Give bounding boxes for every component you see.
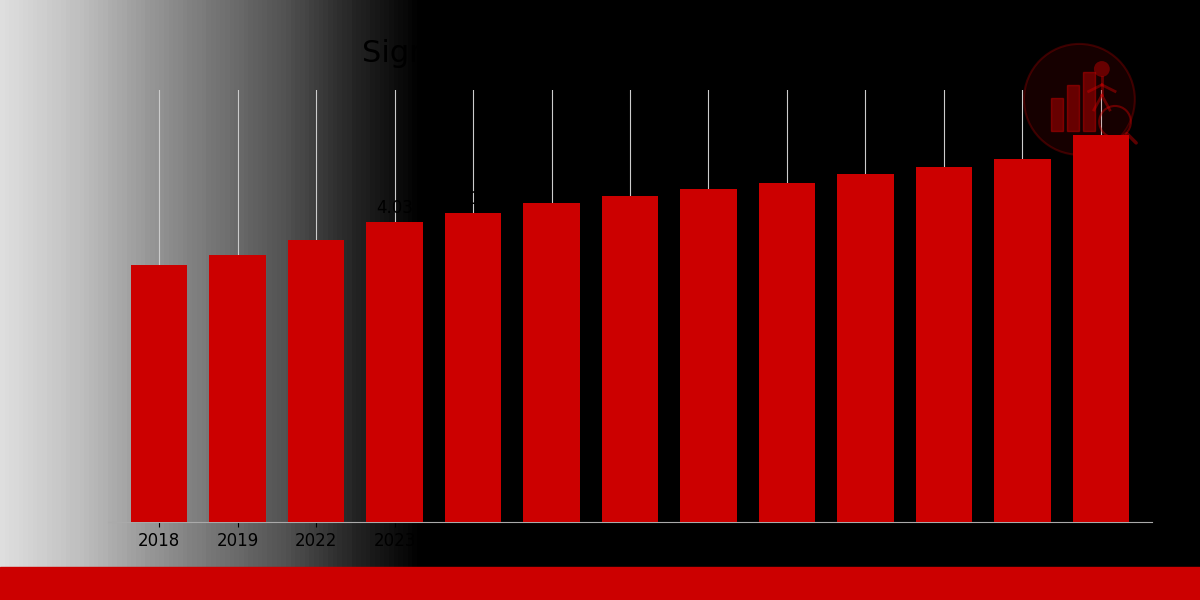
Bar bbox=[758, 183, 815, 522]
Title: Signal Conditioning Market: Signal Conditioning Market bbox=[362, 39, 773, 68]
Bar bbox=[680, 189, 737, 522]
Text: 4.03: 4.03 bbox=[376, 199, 413, 217]
Circle shape bbox=[1024, 44, 1135, 155]
Bar bbox=[523, 203, 580, 522]
Bar bbox=[131, 265, 187, 522]
Bar bbox=[445, 213, 502, 522]
Text: 4.15: 4.15 bbox=[455, 190, 492, 208]
Bar bbox=[601, 196, 659, 522]
Bar bbox=[288, 241, 344, 522]
Bar bbox=[995, 158, 1051, 522]
Bar bbox=[916, 167, 972, 522]
Bar bbox=[1082, 71, 1094, 131]
Circle shape bbox=[1094, 61, 1110, 77]
Bar bbox=[838, 174, 894, 522]
Bar bbox=[1073, 134, 1129, 522]
Bar bbox=[0, 567, 1200, 600]
Bar bbox=[366, 222, 422, 522]
Bar bbox=[1067, 85, 1079, 131]
Bar bbox=[1051, 98, 1063, 131]
Text: 5.2: 5.2 bbox=[1087, 112, 1114, 130]
Bar bbox=[209, 256, 265, 522]
